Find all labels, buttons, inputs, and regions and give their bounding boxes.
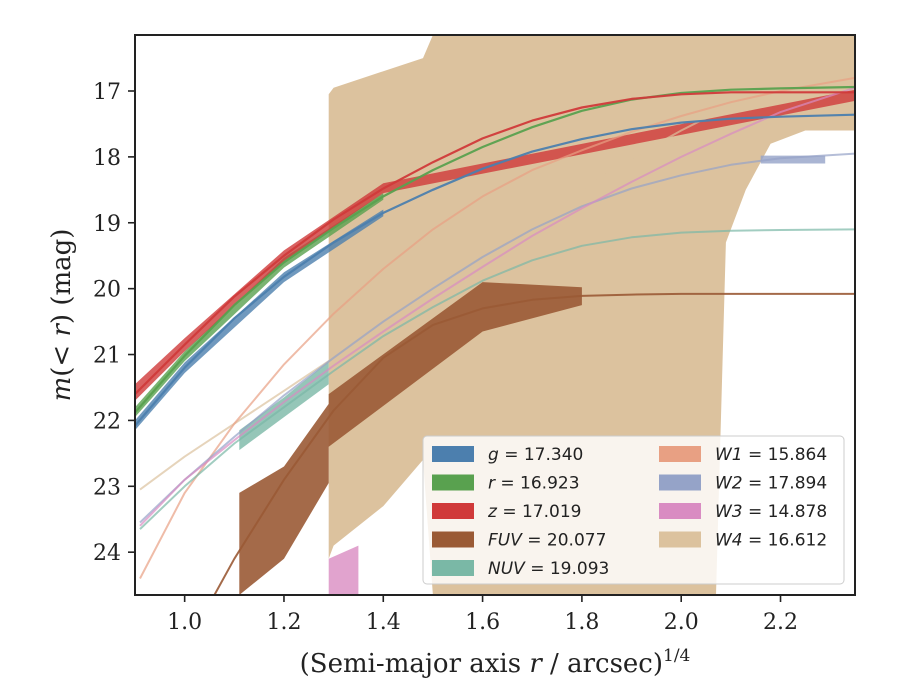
y-tick-label: 19	[93, 212, 121, 237]
x-tick-label: 1.6	[465, 610, 500, 635]
legend-swatch-fuv	[432, 531, 474, 548]
legend-swatch-w3	[659, 503, 701, 519]
line-w2	[139, 152, 855, 524]
legend-swatch-z	[432, 503, 474, 519]
y-axis-label: m(< r) (mag)	[47, 229, 77, 402]
legend-swatch-w4	[659, 531, 701, 548]
y-tick-label: 22	[93, 409, 121, 434]
series-lines	[135, 65, 855, 595]
line-nuv	[139, 228, 855, 530]
x-tick-label: 1.4	[366, 610, 401, 635]
x-tick-label: 2.2	[763, 610, 798, 635]
line-r	[135, 85, 855, 414]
legend-label-fuv: FUV = 20.077	[488, 531, 606, 551]
line-fuv	[213, 292, 855, 595]
legend-swatch-w1	[659, 446, 701, 462]
band-g	[135, 209, 384, 431]
x-axis-ticks: 1.0 1.2 1.4 1.6 1.8 2.0 2.2	[167, 595, 798, 635]
legend-swatch-r	[432, 474, 474, 491]
band-w2	[760, 155, 826, 164]
y-tick-label: 20	[93, 278, 121, 303]
legend-label-w3: W3 = 14.878	[715, 502, 827, 522]
legend-label-r: r = 16.923	[488, 474, 580, 494]
legend: g = 17.340 r = 16.923 z = 17.019 FUV = 20.0…	[422, 435, 845, 585]
band-r	[135, 193, 384, 418]
band-w3	[328, 545, 359, 595]
x-tick-label: 1.0	[167, 610, 202, 635]
y-tick-label: 23	[93, 475, 121, 500]
y-tick-label: 21	[93, 344, 121, 369]
line-w4	[139, 65, 855, 491]
x-axis-label: (Semi-major axis r / arcsec)1/4	[300, 646, 691, 679]
y-tick-label: 18	[93, 146, 121, 171]
line-w1	[139, 76, 855, 579]
legend-label-nuv: NUV = 19.093	[488, 559, 609, 579]
legend-label-w4: W4 = 16.612	[715, 531, 827, 551]
y-tick-label: 17	[93, 80, 121, 105]
legend-label-w1: W1 = 15.864	[715, 445, 827, 465]
line-z	[135, 91, 855, 395]
legend-label-g: g = 17.340	[488, 445, 583, 465]
legend-label-z: z = 17.019	[487, 502, 581, 522]
legend-swatch-nuv	[432, 560, 474, 576]
x-tick-label: 1.8	[564, 610, 599, 635]
legend-label-w2: W2 = 17.894	[715, 474, 827, 494]
legend-swatch-g	[432, 446, 474, 462]
line-g	[135, 113, 855, 427]
legend-frame	[422, 435, 845, 585]
legend-swatch-w2	[659, 474, 701, 491]
band-fuv	[239, 282, 582, 595]
x-tick-label: 2.0	[664, 610, 699, 635]
plot-frame	[134, 34, 856, 596]
y-tick-label: 24	[93, 541, 121, 566]
x-tick-label: 1.2	[266, 610, 301, 635]
line-w3	[139, 86, 855, 527]
y-axis-ticks: 17 18 19 20 21 22 23 24	[93, 80, 135, 566]
band-nuv	[239, 361, 329, 451]
